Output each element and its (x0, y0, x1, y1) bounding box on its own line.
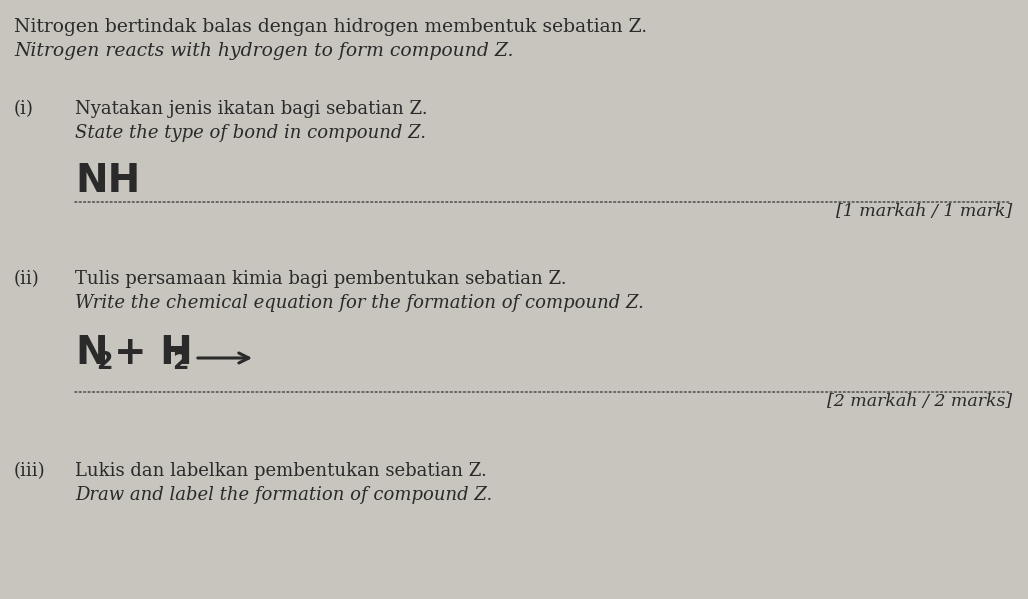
Text: Tulis persamaan kimia bagi pembentukan sebatian Z.: Tulis persamaan kimia bagi pembentukan s… (75, 270, 566, 288)
Text: [2 markah / 2 marks]: [2 markah / 2 marks] (827, 393, 1012, 410)
Text: Nitrogen reacts with hydrogen to form compound Z.: Nitrogen reacts with hydrogen to form co… (14, 42, 514, 60)
Text: 2: 2 (96, 350, 112, 374)
Text: Nyatakan jenis ikatan bagi sebatian Z.: Nyatakan jenis ikatan bagi sebatian Z. (75, 100, 428, 118)
Text: Write the chemical equation for the formation of compound Z.: Write the chemical equation for the form… (75, 294, 644, 312)
Text: (i): (i) (14, 100, 34, 118)
Text: [1 markah / 1 mark]: [1 markah / 1 mark] (836, 203, 1012, 220)
Text: + H: + H (114, 334, 193, 372)
Text: (ii): (ii) (14, 270, 40, 288)
Text: Draw and label the formation of compound Z.: Draw and label the formation of compound… (75, 486, 492, 504)
Text: 2: 2 (172, 350, 188, 374)
Text: Nitrogen bertindak balas dengan hidrogen membentuk sebatian Z.: Nitrogen bertindak balas dengan hidrogen… (14, 18, 647, 36)
Text: (iii): (iii) (14, 462, 45, 480)
Text: Lukis dan labelkan pembentukan sebatian Z.: Lukis dan labelkan pembentukan sebatian … (75, 462, 487, 480)
Text: State the type of bond in compound Z.: State the type of bond in compound Z. (75, 124, 426, 142)
Text: N: N (75, 334, 108, 372)
Text: NH: NH (75, 162, 140, 200)
